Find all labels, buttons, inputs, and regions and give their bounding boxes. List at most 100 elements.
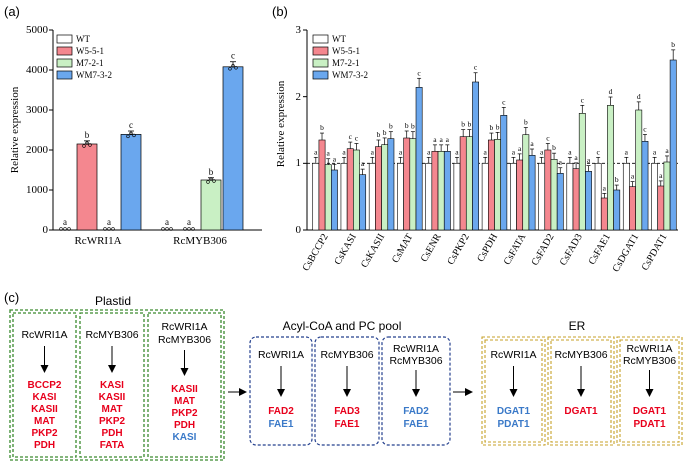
bar [459, 136, 467, 231]
bar [663, 161, 671, 231]
legend-label-m721: M7-2-1 [332, 58, 360, 68]
significance-label: c [349, 132, 353, 141]
significance-label: a [187, 217, 191, 227]
significance-label: a [433, 135, 437, 144]
significance-label: b [524, 118, 528, 127]
significance-label: a [484, 147, 488, 156]
significance-label: b [209, 167, 214, 177]
significance-label: c [643, 124, 647, 133]
chart-b-xtick: CsBCCP2 [301, 232, 331, 273]
legend-label-w551: W5-5-1 [332, 46, 360, 56]
acyl-box-1: RcWRI1A FAD2 FAE1 [249, 336, 313, 446]
box-frame [12, 312, 77, 458]
bar [516, 159, 524, 231]
regulator-label: RcMYB306 [554, 349, 607, 361]
target-gene: MAT [102, 404, 123, 415]
regulator-label: RcWRI1A [626, 343, 672, 355]
bar [472, 81, 479, 231]
significance-label: b [671, 40, 675, 49]
chart-a-xtick: RcWRI1A [74, 235, 121, 247]
bar [453, 163, 461, 231]
target-gene: DGAT1 [564, 406, 598, 417]
acyl-box-2: RcMYB306 FAD3 FAE1 [314, 336, 380, 446]
chart-b-ytick: 2 [296, 91, 302, 103]
target-gene: FAE1 [268, 419, 293, 430]
bar [359, 174, 367, 231]
bar [528, 155, 536, 231]
chart-a-yaxis: 0 1000 2000 3000 4000 5000 [26, 24, 49, 236]
significance-label: c [129, 120, 133, 130]
replicate-dot [111, 227, 115, 231]
significance-label: a [455, 147, 459, 156]
replicate-dot [187, 227, 191, 231]
target-gene: FAE1 [334, 419, 359, 430]
chart-a-xtick: RcMYB306 [173, 235, 227, 247]
significance-label: a [439, 135, 443, 144]
bar [397, 163, 404, 231]
regulator-label: RcMYB306 [320, 349, 373, 361]
box-frame [79, 312, 145, 458]
target-gene: PDH [101, 428, 122, 439]
er-box-2: RcMYB306 DGAT1 [547, 336, 615, 446]
bar [607, 105, 614, 231]
chart-a-xaxis: RcWRI1A RcMYB306 [74, 235, 227, 247]
replicate-dot [63, 227, 67, 231]
replicate-dot [231, 64, 235, 68]
chart-a-ylabel: Relative expression [9, 86, 21, 173]
bar [641, 141, 649, 231]
box-frame-inner [550, 339, 612, 443]
significance-label: a [63, 217, 67, 227]
target-gene: PKP2 [99, 416, 126, 427]
bar [200, 179, 222, 231]
box-frame [616, 336, 683, 446]
significance-label: a [165, 217, 169, 227]
bar [403, 137, 411, 231]
bar [572, 168, 580, 231]
target-gene: FAD2 [403, 406, 429, 417]
bar [415, 87, 423, 231]
bar [566, 163, 574, 231]
bar [594, 163, 602, 231]
bar [669, 59, 677, 231]
significance-label: c [596, 147, 600, 156]
replicate-dot [228, 67, 232, 71]
bar [318, 139, 326, 231]
target-gene: MAT [34, 416, 55, 427]
bar [437, 151, 445, 231]
chart-a: Relative expression 0 1000 2000 3000 400… [9, 24, 262, 247]
significance-label: c [581, 95, 585, 104]
acyl-box-3: RcWRI1A RcMYB306 FAD2 FAE1 [381, 336, 451, 446]
replicate-dot [103, 227, 107, 231]
bar [510, 163, 517, 231]
significance-label: b [320, 123, 324, 132]
box-frame [381, 336, 451, 446]
bar [340, 163, 348, 231]
significance-label: a [342, 147, 346, 156]
replicate-dot [206, 180, 210, 184]
significance-label: c [502, 97, 506, 106]
significance-label: a [530, 139, 534, 148]
target-gene: FAD3 [334, 406, 360, 417]
replicate-dot [165, 227, 169, 231]
significance-label: c [546, 133, 550, 142]
target-gene: DGAT1 [497, 406, 531, 417]
bar [544, 149, 552, 231]
significance-label: c [231, 51, 235, 61]
bar [651, 163, 658, 231]
bar [324, 164, 332, 231]
target-gene: MAT [174, 396, 195, 407]
chart-b-ytick: 0 [296, 224, 302, 236]
target-gene: KASI [100, 380, 124, 391]
panel-label-b: (b) [272, 4, 288, 19]
chart-a-ytick: 4000 [26, 64, 49, 76]
box-frame [547, 336, 615, 446]
legend-label-wt: WT [332, 34, 346, 44]
significance-label: a [333, 154, 337, 163]
bar [76, 143, 98, 231]
target-gene: KASII [99, 392, 126, 403]
box-frame-inner [619, 339, 680, 443]
bar [465, 136, 473, 231]
replicate-dot [191, 227, 195, 231]
target-gene: FATA [100, 440, 125, 451]
chart-a-ytick: 0 [43, 224, 49, 236]
